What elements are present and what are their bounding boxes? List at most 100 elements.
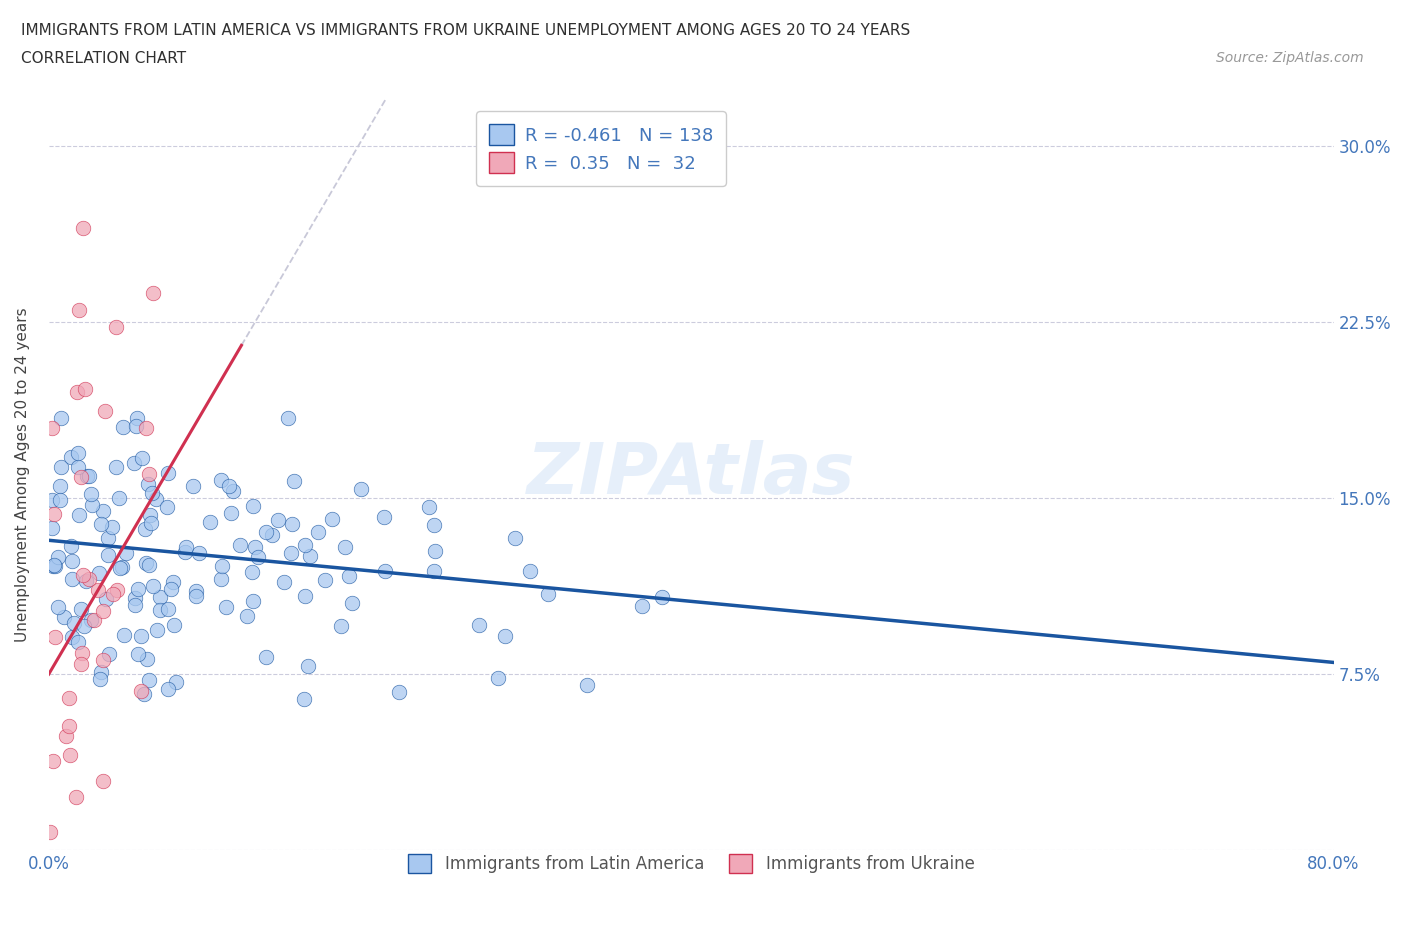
Point [575, 677, 598, 692]
Point [72, 220, 94, 235]
Point [165, 674, 187, 689]
Point [145, 491, 167, 506]
Point [80, 613, 103, 628]
Point [184, 589, 207, 604]
Point [80, 486, 103, 501]
Point [49, 492, 72, 507]
Point [242, 593, 264, 608]
Point [181, 479, 204, 494]
Point [215, 600, 238, 615]
Point [51, 459, 73, 474]
Point [44, 558, 66, 573]
Point [131, 629, 153, 644]
Point [188, 546, 211, 561]
Point [60, 630, 83, 644]
Point [299, 549, 322, 564]
Point [294, 538, 316, 552]
Point [42, 559, 65, 574]
Point [240, 565, 263, 579]
Point [83, 612, 105, 627]
Point [70, 657, 93, 671]
Text: IMMIGRANTS FROM LATIN AMERICA VS IMMIGRANTS FROM UKRAINE UNEMPLOYMENT AMONG AGES: IMMIGRANTS FROM LATIN AMERICA VS IMMIGRA… [21, 23, 910, 38]
Point [254, 650, 277, 665]
Point [129, 684, 152, 698]
Point [98, 647, 121, 662]
Point [67, 445, 90, 460]
Point [127, 647, 149, 662]
Point [112, 419, 135, 434]
Text: ZIPAtlas: ZIPAtlas [527, 440, 855, 509]
Point [160, 581, 183, 596]
Point [218, 478, 240, 493]
Point [125, 418, 148, 433]
Point [307, 525, 329, 539]
Point [100, 520, 122, 535]
Point [90, 517, 112, 532]
Point [174, 545, 197, 560]
Point [200, 514, 222, 529]
Point [91, 774, 114, 789]
Point [294, 589, 316, 604]
Y-axis label: Unemployment Among Ages 20 to 24 years: Unemployment Among Ages 20 to 24 years [15, 307, 30, 642]
Point [69, 602, 91, 617]
Point [267, 513, 290, 528]
Point [66, 459, 89, 474]
Point [211, 558, 233, 573]
Point [41, 753, 63, 768]
Point [107, 490, 129, 505]
Point [141, 515, 163, 530]
Point [97, 530, 120, 545]
Point [321, 512, 343, 526]
Point [340, 595, 363, 610]
Point [174, 539, 197, 554]
Point [246, 550, 269, 565]
Point [53, 610, 76, 625]
Point [94, 591, 117, 606]
Point [142, 286, 165, 300]
Point [46, 600, 69, 615]
Text: Source: ZipAtlas.com: Source: ZipAtlas.com [1216, 51, 1364, 65]
Point [149, 589, 172, 604]
Point [79, 468, 101, 483]
Point [297, 659, 319, 674]
Point [97, 548, 120, 563]
Point [162, 575, 184, 590]
Point [111, 559, 134, 574]
Point [495, 629, 517, 644]
Point [65, 790, 87, 804]
Point [163, 618, 186, 633]
Point [124, 591, 146, 605]
Point [127, 582, 149, 597]
Point [631, 599, 654, 614]
Point [651, 590, 673, 604]
Point [94, 404, 117, 418]
Point [537, 587, 560, 602]
Point [48, 479, 70, 494]
Point [280, 546, 302, 561]
Point [314, 573, 336, 588]
Point [90, 664, 112, 679]
Point [423, 564, 446, 578]
Point [156, 499, 179, 514]
Point [58, 690, 80, 705]
Point [146, 622, 169, 637]
Point [124, 598, 146, 613]
Point [44, 629, 66, 644]
Point [283, 473, 305, 488]
Point [142, 579, 165, 594]
Point [80, 498, 103, 512]
Point [141, 485, 163, 500]
Point [138, 558, 160, 573]
Point [260, 527, 283, 542]
Point [91, 504, 114, 519]
Point [44, 559, 66, 574]
Point [87, 582, 110, 597]
Point [63, 616, 86, 631]
Point [72, 567, 94, 582]
Point [91, 652, 114, 667]
Point [333, 539, 356, 554]
Point [374, 564, 396, 578]
Point [39, 825, 62, 840]
Point [388, 684, 411, 699]
Point [209, 472, 232, 487]
